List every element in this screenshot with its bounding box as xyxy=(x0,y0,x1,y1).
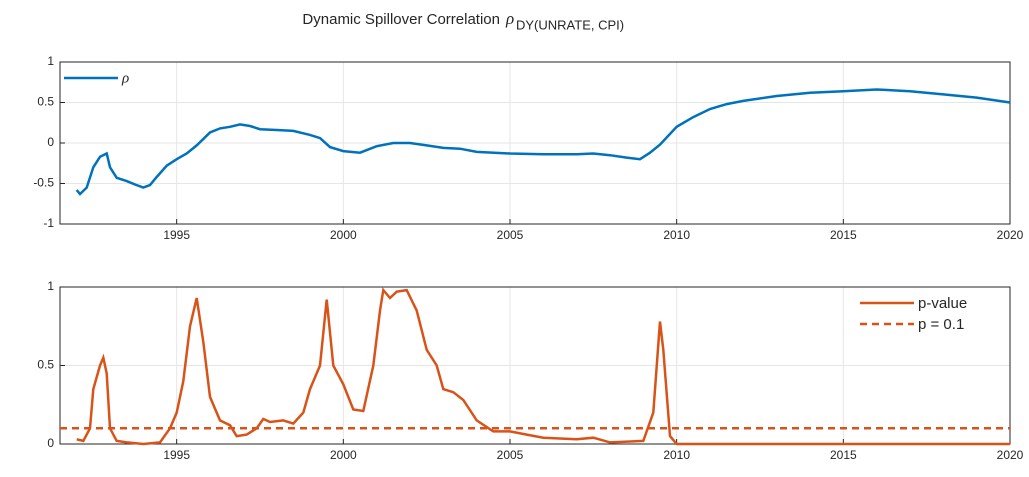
title-subscript: DY(UNRATE, CPI) xyxy=(516,17,624,32)
y-tick-label: 0.5 xyxy=(37,95,54,109)
x-tick-label: 1995 xyxy=(163,448,190,462)
x-tick-label: 1995 xyxy=(163,228,190,242)
series-line xyxy=(76,287,1010,446)
series-line xyxy=(75,88,1011,196)
axes-box xyxy=(59,286,1011,445)
x-tick-label: 2010 xyxy=(663,448,690,462)
x-tick-label: 2005 xyxy=(497,228,524,242)
y-tick-label: 0 xyxy=(47,135,54,149)
x-tick-label: 2000 xyxy=(330,448,357,462)
x-tick-label: 2020 xyxy=(997,228,1024,242)
legend-label: ρ xyxy=(121,70,129,86)
x-tick-label: 2020 xyxy=(997,448,1024,462)
title-symbol: ρ xyxy=(505,9,514,28)
title: Dynamic Spillover Correlation xyxy=(302,11,500,28)
y-tick-label: 1 xyxy=(47,54,54,68)
legend-label: p = 0.1 xyxy=(918,316,964,333)
legend-label: p-value xyxy=(918,295,967,312)
x-tick-label: 2015 xyxy=(830,228,857,242)
y-tick-label: 0.5 xyxy=(37,358,54,372)
x-tick-label: 2000 xyxy=(330,228,357,242)
axes-box xyxy=(59,61,1011,225)
y-tick-label: 1 xyxy=(47,279,54,293)
y-tick-label: -1 xyxy=(43,216,54,230)
x-tick-label: 2010 xyxy=(663,228,690,242)
x-tick-label: 2005 xyxy=(497,448,524,462)
x-tick-label: 2015 xyxy=(830,448,857,462)
y-tick-label: -0.5 xyxy=(33,176,54,190)
y-tick-label: 0 xyxy=(47,436,54,450)
